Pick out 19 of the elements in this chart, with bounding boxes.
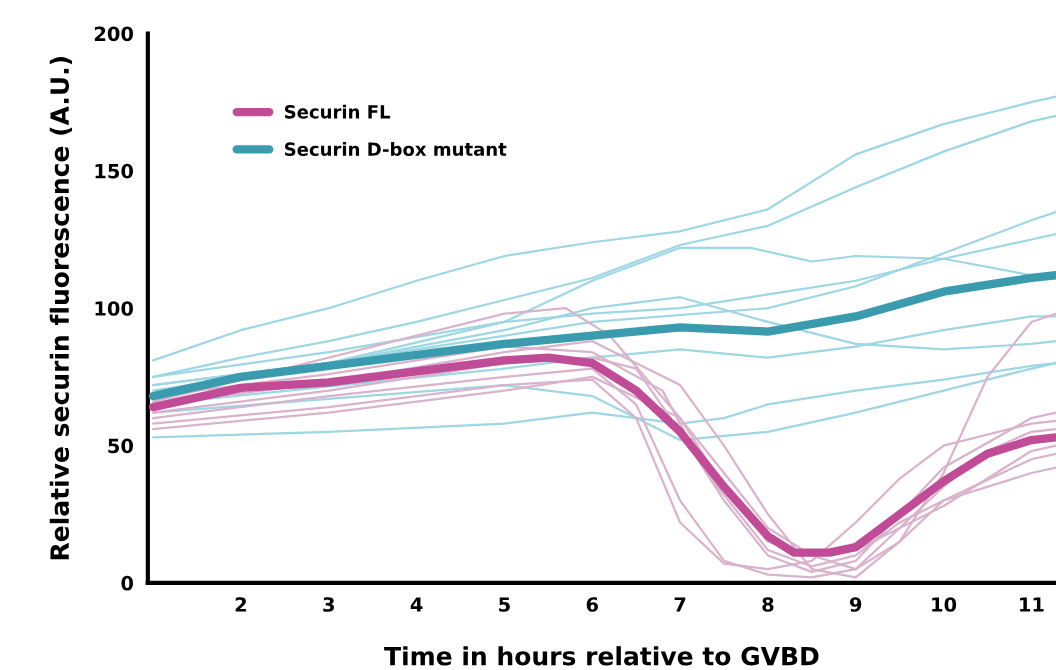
legend-label: Securin FL xyxy=(284,104,391,119)
x-tick-label: 4 xyxy=(410,597,423,612)
x-axis-title: Time in hours relative to GVBD xyxy=(384,646,819,666)
x-tick-label: 2 xyxy=(235,597,247,612)
y-tick-label: 200 xyxy=(94,26,134,42)
y-axis-title: Relative securin fluorescence (A.U.) xyxy=(49,57,73,560)
x-tick-label: 11 xyxy=(1020,597,1044,612)
x-tick-label: 9 xyxy=(849,597,862,612)
x-tick-label: 3 xyxy=(323,597,334,612)
x-tick-label: 7 xyxy=(674,597,686,612)
x-tick-label: 6 xyxy=(586,597,598,612)
x-tick-label: 10 xyxy=(932,597,957,612)
y-tick-label: 50 xyxy=(108,438,134,454)
y-tick-label: 150 xyxy=(95,163,134,179)
y-tick-label: 0 xyxy=(121,575,134,591)
y-tick-label: 100 xyxy=(95,301,134,316)
x-tick-label: 5 xyxy=(499,597,510,612)
x-tick-label: 8 xyxy=(762,597,774,612)
legend-label: Securin D-box mutant xyxy=(284,142,507,156)
